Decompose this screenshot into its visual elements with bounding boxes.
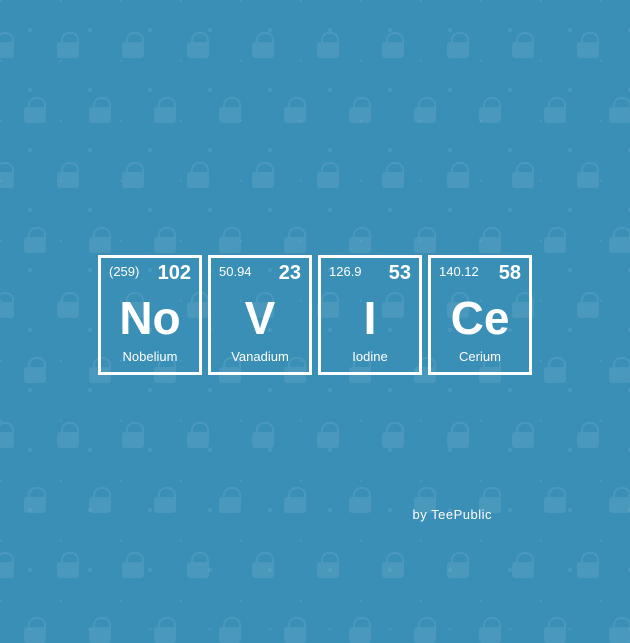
- periodic-tiles-row: (259) 102 No Nobelium 50.94 23 V Vanadiu…: [98, 255, 532, 375]
- atomic-number: 23: [279, 262, 301, 285]
- atomic-mass: 140.12: [439, 264, 479, 279]
- atomic-number: 53: [389, 262, 411, 285]
- element-name: Nobelium: [101, 349, 199, 364]
- element-symbol: No: [119, 295, 180, 341]
- atomic-number: 102: [158, 262, 191, 285]
- element-tile-iodine: 126.9 53 I Iodine: [318, 255, 422, 375]
- element-name: Iodine: [321, 349, 419, 364]
- atomic-mass: (259): [109, 264, 139, 279]
- element-tile-cerium: 140.12 58 Ce Cerium: [428, 255, 532, 375]
- element-name: Vanadium: [211, 349, 309, 364]
- atomic-mass: 50.94: [219, 264, 252, 279]
- element-symbol: I: [364, 295, 377, 341]
- element-symbol: Ce: [451, 295, 510, 341]
- element-tile-vanadium: 50.94 23 V Vanadium: [208, 255, 312, 375]
- element-name: Cerium: [431, 349, 529, 364]
- atomic-mass: 126.9: [329, 264, 362, 279]
- credit-text: by TeePublic: [413, 507, 492, 522]
- element-symbol: V: [245, 295, 276, 341]
- element-tile-nobelium: (259) 102 No Nobelium: [98, 255, 202, 375]
- atomic-number: 58: [499, 262, 521, 285]
